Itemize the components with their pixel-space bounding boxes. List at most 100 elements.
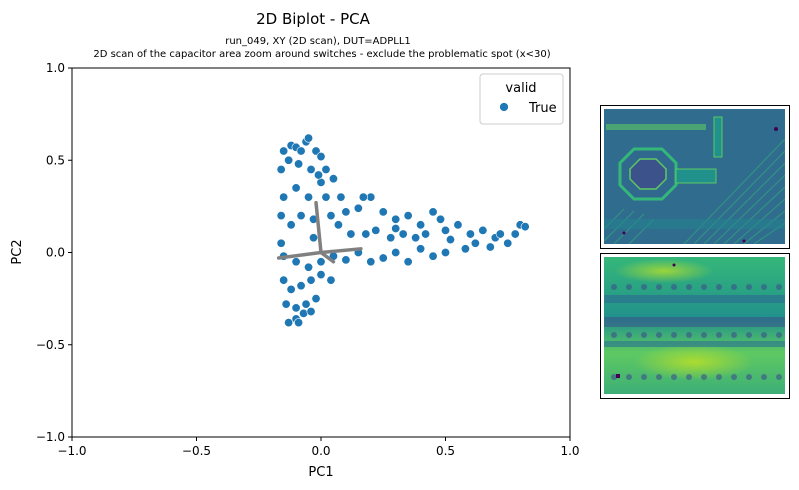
scatter-point [460,244,470,254]
scatter-point [353,203,363,213]
chart-title: 2D Biplot - PCA [256,10,371,28]
legend-marker-true [499,102,509,112]
scatter-point [304,262,314,272]
legend-title: valid [505,81,536,96]
scatter-point [296,146,306,156]
scatter-point [306,275,316,285]
scatter-point [341,255,351,265]
y-tick-label: −0.5 [36,338,65,352]
x-tick-label: 0.5 [436,444,455,458]
legend-box [479,73,564,125]
scatter-point [286,284,296,294]
scatter-point [291,303,301,313]
scatter-point [346,229,356,239]
scatter-point [311,294,321,304]
x-tick-label: −1.0 [57,444,86,458]
layout-image-top [604,109,785,244]
scatter-point [279,275,289,285]
scatter-point [386,233,396,243]
scatter-point [336,192,346,202]
scatter-point [378,207,388,217]
legend: valid True [479,73,564,125]
scatter-point [503,238,513,248]
scatter-point [416,244,426,254]
loading-vector [314,200,323,255]
scatter-point [286,220,296,230]
scatter-point [294,318,304,328]
scatter-point [428,251,438,261]
loading-vector [276,250,323,260]
scatter-point [366,192,376,202]
scatter-point [306,164,316,174]
scatter-point [366,257,376,267]
x-tick-label: 1.0 [560,444,579,458]
scatter-point [398,229,408,239]
scatter-point [495,229,505,239]
scatter-point [279,192,289,202]
loading-vectors [276,200,363,264]
scatter-point [478,225,488,235]
scatter-point [416,220,426,230]
scatter-point [276,238,286,248]
scatter-point [520,222,530,232]
scatter-point [421,229,431,239]
scatter-point [453,220,463,230]
scatter-point [299,308,309,318]
layout-image-bottom [604,257,785,394]
scatter-point [341,207,351,217]
scatter-point [309,233,319,243]
scatter-point [304,192,314,202]
scatter-point [436,214,446,224]
scatter-point [403,257,413,267]
scatter-point [294,159,304,169]
scatter-point [371,225,381,235]
scatter-point [445,235,455,245]
y-tick-label: 0.0 [46,246,65,260]
scatter-point [304,133,314,143]
scatter-point [279,146,289,156]
scatter-point [428,207,438,217]
scatter-point [291,257,301,267]
y-tick-label: 1.0 [46,61,65,75]
scatter-point [328,174,338,184]
scatter-point [440,225,450,235]
scatter-point [291,183,301,193]
chart-subtitle-line-2: 2D scan of the capacitor area zoom aroun… [93,49,550,60]
scatter-point [314,170,324,180]
x-tick-label: 0.0 [311,444,330,458]
scatter-point [281,299,291,309]
scatter-point [403,211,413,221]
scatter-point [358,192,368,202]
loading-vector [319,247,363,255]
legend-entry-true: True [528,101,557,116]
scatter-point [411,233,421,243]
x-tick-label: −0.5 [182,444,211,458]
scatter-point [296,281,306,291]
scatter-point [470,238,480,248]
scatter-point [391,248,401,258]
loading-vector [319,250,336,264]
chart-subtitle-line-1: run_049, XY (2D scan), DUT=ADPLL1 [225,36,411,47]
scatter-point [465,229,475,239]
scatter-point [276,164,286,174]
layout-inset-bottom [600,253,790,399]
scatter-point [361,229,371,239]
y-tick-label: −1.0 [36,430,65,444]
y-axis: −1.0 −0.5 0.0 0.5 1.0 [36,61,72,444]
scatter-point [440,248,450,258]
y-tick-label: 0.5 [46,153,65,167]
x-axis: −1.0 −0.5 0.0 0.5 1.0 [57,437,580,458]
scatter-point [333,220,343,230]
scatter-point [391,214,401,224]
scatter-point [296,211,306,221]
scatter-point [316,270,326,280]
scatter-point [326,275,336,285]
scatter-point [284,155,294,165]
scatter-point [301,299,311,309]
scatter-point [378,253,388,263]
scatter-point [306,307,316,317]
scatter-point [316,257,326,267]
scatter-point [510,229,520,239]
x-axis-label: PC1 [308,465,333,480]
